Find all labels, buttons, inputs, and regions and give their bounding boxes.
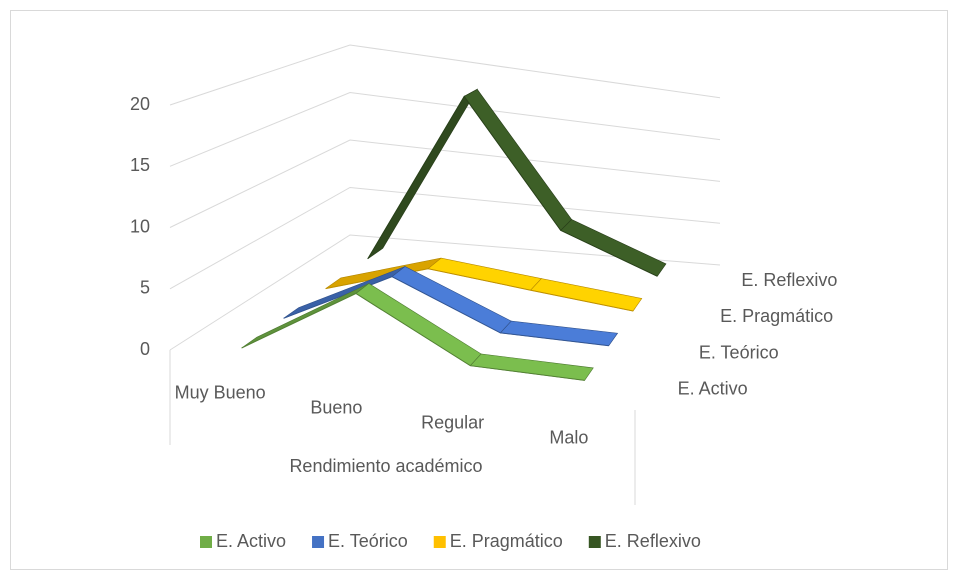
y-tick-label: 10 <box>130 216 150 236</box>
legend-swatch <box>433 536 446 548</box>
series-line <box>367 95 658 277</box>
grid-line <box>169 91 721 167</box>
y-tick-label: 0 <box>140 339 150 359</box>
y-tick-label: 20 <box>130 94 150 114</box>
y-tick-label: 15 <box>130 155 150 175</box>
legend-label: E. Teórico <box>328 531 408 551</box>
legend-label: E. Pragmático <box>450 531 563 551</box>
z-tick-label: E. Reflexivo <box>741 270 837 290</box>
grid-line <box>169 139 721 228</box>
grid-line <box>169 186 721 290</box>
y-tick-label: 5 <box>140 278 150 298</box>
legend-swatch <box>588 536 601 548</box>
x-tick-label: Regular <box>421 412 484 432</box>
series-line <box>283 276 609 347</box>
legend-label: E. Reflexivo <box>605 531 701 551</box>
z-tick-label: E. Activo <box>678 379 748 399</box>
x-tick-label: Malo <box>549 427 588 447</box>
legend-swatch <box>200 536 212 548</box>
grid-line <box>169 44 721 106</box>
legend-label: E. Activo <box>216 531 286 551</box>
grid-line <box>169 234 721 351</box>
x-tick-label: Bueno <box>310 397 362 417</box>
z-tick-label: E. Teórico <box>699 342 779 362</box>
series-line <box>241 292 585 381</box>
x-tick-label: Muy Bueno <box>175 382 266 402</box>
legend-swatch <box>312 536 325 548</box>
x-axis-title: Rendimiento académico <box>289 456 482 476</box>
z-tick-label: E. Pragmático <box>720 306 833 326</box>
